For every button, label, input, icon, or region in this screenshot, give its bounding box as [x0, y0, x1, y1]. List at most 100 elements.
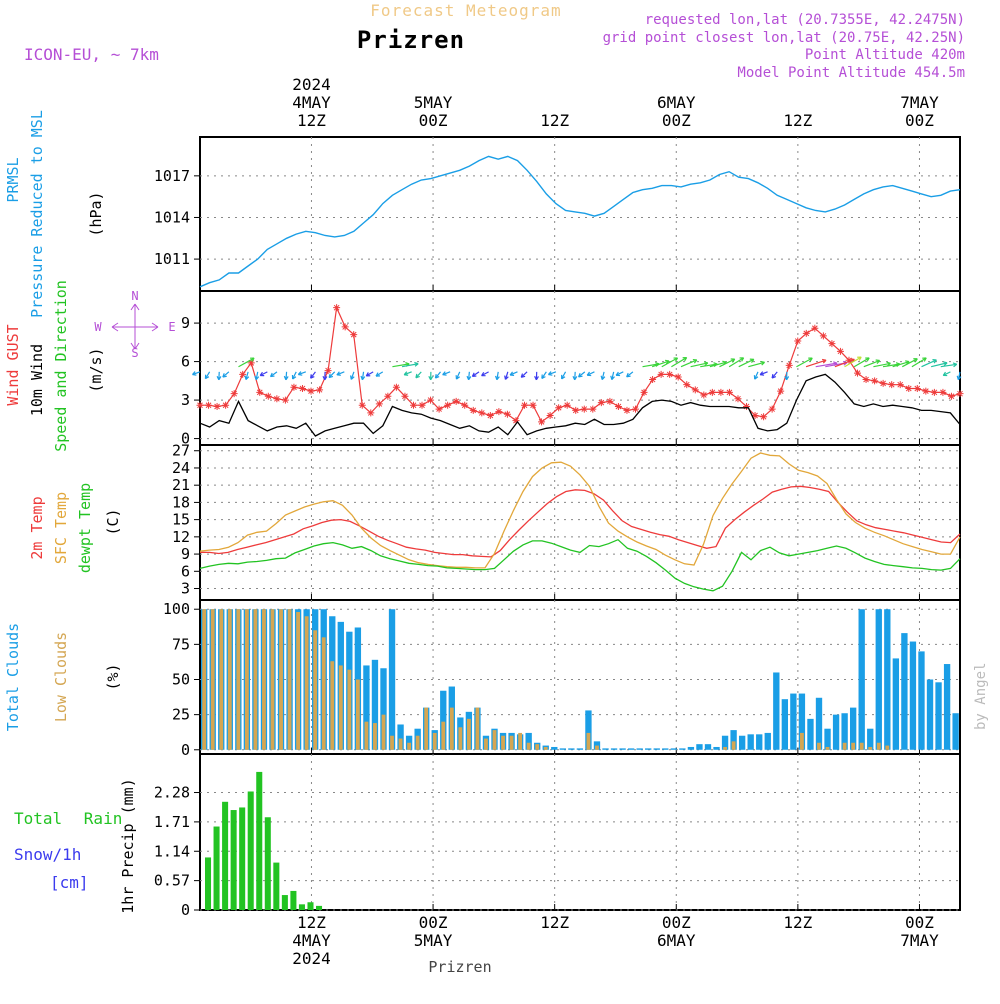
bar-total-cloud — [688, 747, 694, 750]
tick-label-time-bottom: 6MAY — [657, 931, 696, 950]
gust-point — [880, 380, 887, 387]
tick-label-y: 1.14 — [154, 842, 190, 860]
tick-label-y: 75 — [172, 635, 190, 653]
gust-point — [316, 386, 323, 393]
bar-low-cloud — [817, 743, 821, 750]
tick-label-y: 6 — [181, 353, 190, 371]
tick-label-time-bottom: 5MAY — [414, 931, 453, 950]
bar-total-cloud — [560, 748, 566, 749]
bar-low-cloud — [868, 747, 872, 750]
gust-point — [197, 402, 204, 409]
bar-rain — [256, 772, 262, 910]
gust-point — [282, 397, 289, 404]
bar-total-cloud — [876, 609, 882, 750]
bar-low-cloud — [382, 715, 386, 750]
gust-point — [820, 332, 827, 339]
bar-low-cloud — [877, 743, 881, 750]
bar-total-cloud — [568, 748, 574, 749]
gust-point — [666, 371, 673, 378]
bar-total-cloud — [645, 748, 651, 749]
bar-low-cloud — [885, 746, 889, 750]
axis-label-dewpt: dewpt Temp — [76, 483, 94, 573]
gust-point — [504, 411, 511, 418]
gust-point — [854, 370, 861, 377]
bar-total-cloud — [671, 748, 677, 749]
gust-point — [222, 402, 229, 409]
bar-low-cloud — [407, 743, 411, 750]
bar-rain — [307, 902, 313, 910]
bar-rain — [265, 817, 271, 910]
gust-point — [487, 412, 494, 419]
bar-rain — [222, 802, 228, 910]
tick-label-y: 6 — [181, 562, 190, 580]
gust-point — [350, 331, 357, 338]
compass-n: N — [131, 289, 138, 303]
series-line-gust — [200, 308, 960, 422]
gust-point — [231, 390, 238, 397]
bar-low-cloud — [305, 616, 309, 750]
compass-w: W — [94, 320, 102, 334]
gust-point — [939, 389, 946, 396]
axis-label-pressure: Pressure Reduced to MSL — [28, 110, 46, 318]
gust-point — [265, 393, 272, 400]
bar-low-cloud — [843, 743, 847, 750]
gust-point — [453, 398, 460, 405]
bar-low-cloud — [484, 739, 488, 750]
tick-label-time-bottom: 00Z — [419, 913, 448, 932]
gust-point — [572, 407, 579, 414]
bar-total-cloud — [816, 698, 822, 750]
bar-total-cloud — [910, 642, 916, 750]
bar-low-cloud — [373, 723, 377, 750]
bar-low-cloud — [416, 736, 420, 750]
gust-point — [342, 323, 349, 330]
gust-point — [931, 389, 938, 396]
gust-point — [734, 395, 741, 402]
axis-unit-clouds: (%) — [104, 663, 122, 690]
bar-low-cloud — [800, 733, 804, 750]
bar-low-cloud — [723, 747, 727, 750]
bar-low-cloud — [279, 609, 283, 750]
gust-point — [444, 402, 451, 409]
tick-label-y: 9 — [181, 545, 190, 563]
bar-low-cloud — [339, 665, 343, 749]
tick-label-y: 3 — [181, 391, 190, 409]
bar-low-cloud — [826, 747, 830, 750]
gust-point — [521, 402, 528, 409]
tick-label-time-top: 4MAY — [292, 93, 331, 112]
bar-low-cloud — [236, 609, 240, 750]
bar-total-cloud — [756, 734, 762, 749]
gust-point — [299, 385, 306, 392]
tick-label-y: 0 — [181, 901, 190, 919]
gust-point — [726, 389, 733, 396]
model-label: ICON-EU, ~ 7km — [24, 45, 159, 64]
gust-point — [871, 377, 878, 384]
panel-pressure — [194, 137, 960, 291]
bar-rain — [214, 827, 220, 910]
gust-point — [700, 391, 707, 398]
bar-low-cloud — [330, 661, 334, 750]
gust-point — [555, 404, 562, 411]
bar-low-cloud — [732, 741, 736, 749]
axis-unit-precip: 1hr Precip (mm) — [119, 778, 137, 913]
gust-point — [948, 393, 955, 400]
bar-low-cloud — [219, 609, 223, 750]
gust-point — [658, 371, 665, 378]
bar-low-cloud — [851, 743, 855, 750]
gust-point — [811, 325, 818, 332]
axis-label-snow: Snow/1h — [14, 845, 81, 864]
tick-label-y: 1011 — [154, 250, 190, 268]
bar-total-cloud — [602, 748, 608, 749]
tick-label-y: 3 — [181, 580, 190, 598]
gust-point — [786, 362, 793, 369]
bar-total-cloud — [935, 682, 941, 749]
axis-unit-wind: (m/s) — [87, 347, 105, 392]
gust-point — [888, 381, 895, 388]
gust-point — [649, 376, 656, 383]
gust-point — [384, 393, 391, 400]
bar-rain — [231, 810, 237, 910]
bar-low-cloud — [535, 744, 539, 750]
bar-total-cloud — [859, 609, 865, 750]
axis-label-snow-unit: [cm] — [50, 873, 89, 892]
